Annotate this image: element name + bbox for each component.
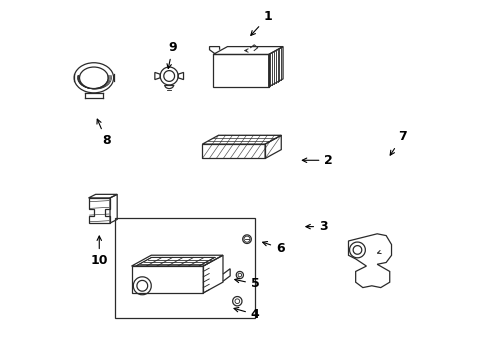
Text: 10: 10 <box>90 236 108 267</box>
Text: 7: 7 <box>389 130 406 155</box>
Text: 8: 8 <box>97 119 110 147</box>
Bar <box>115 218 255 318</box>
Text: 9: 9 <box>167 41 177 68</box>
Text: 5: 5 <box>234 278 259 291</box>
Text: 2: 2 <box>302 154 332 167</box>
Text: 3: 3 <box>305 220 327 233</box>
Text: 6: 6 <box>262 242 284 255</box>
Text: 1: 1 <box>250 10 272 35</box>
Text: 4: 4 <box>234 307 259 321</box>
